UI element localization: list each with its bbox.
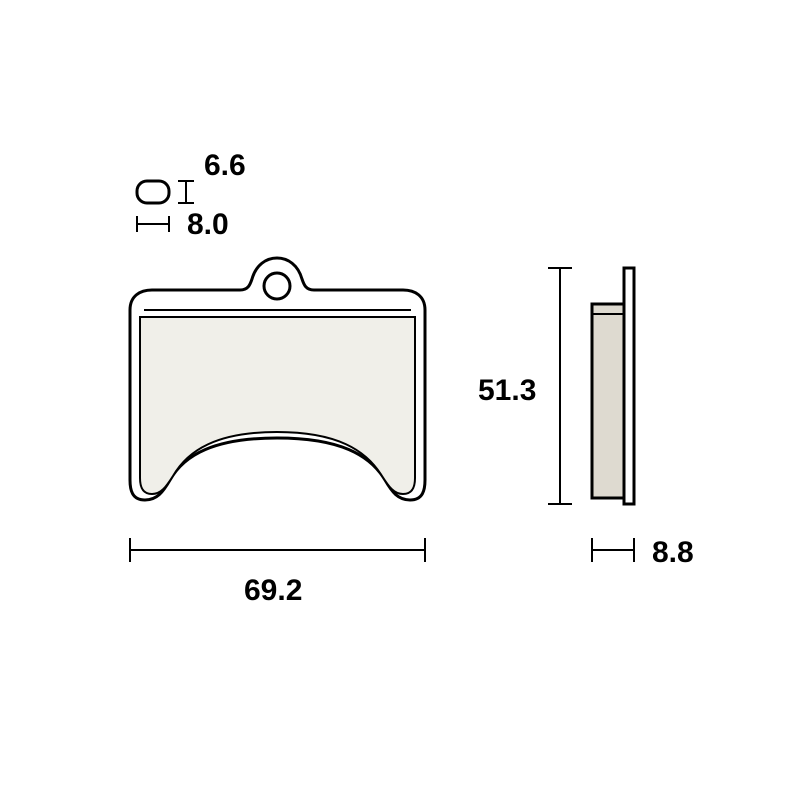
pad-height-dim: 51.3 <box>478 268 572 504</box>
brake-pad-front <box>130 258 425 500</box>
pad-width-label: 69.2 <box>244 574 302 607</box>
insert-width-dim: 8.0 <box>137 208 229 241</box>
insert-width-label: 8.0 <box>187 208 229 241</box>
dimension-diagram: 8.0 6.6 69.2 51.3 <box>0 0 800 800</box>
pad-height-label: 51.3 <box>478 374 536 407</box>
insert-height-dim: 6.6 <box>178 149 246 203</box>
pad-thickness-label: 8.8 <box>652 536 694 569</box>
insert-height-label: 6.6 <box>204 149 246 182</box>
brake-pad-side <box>592 268 634 504</box>
pad-width-dim: 69.2 <box>130 538 425 607</box>
pad-thickness-dim: 8.8 <box>592 536 694 569</box>
insert-shape <box>137 181 169 203</box>
